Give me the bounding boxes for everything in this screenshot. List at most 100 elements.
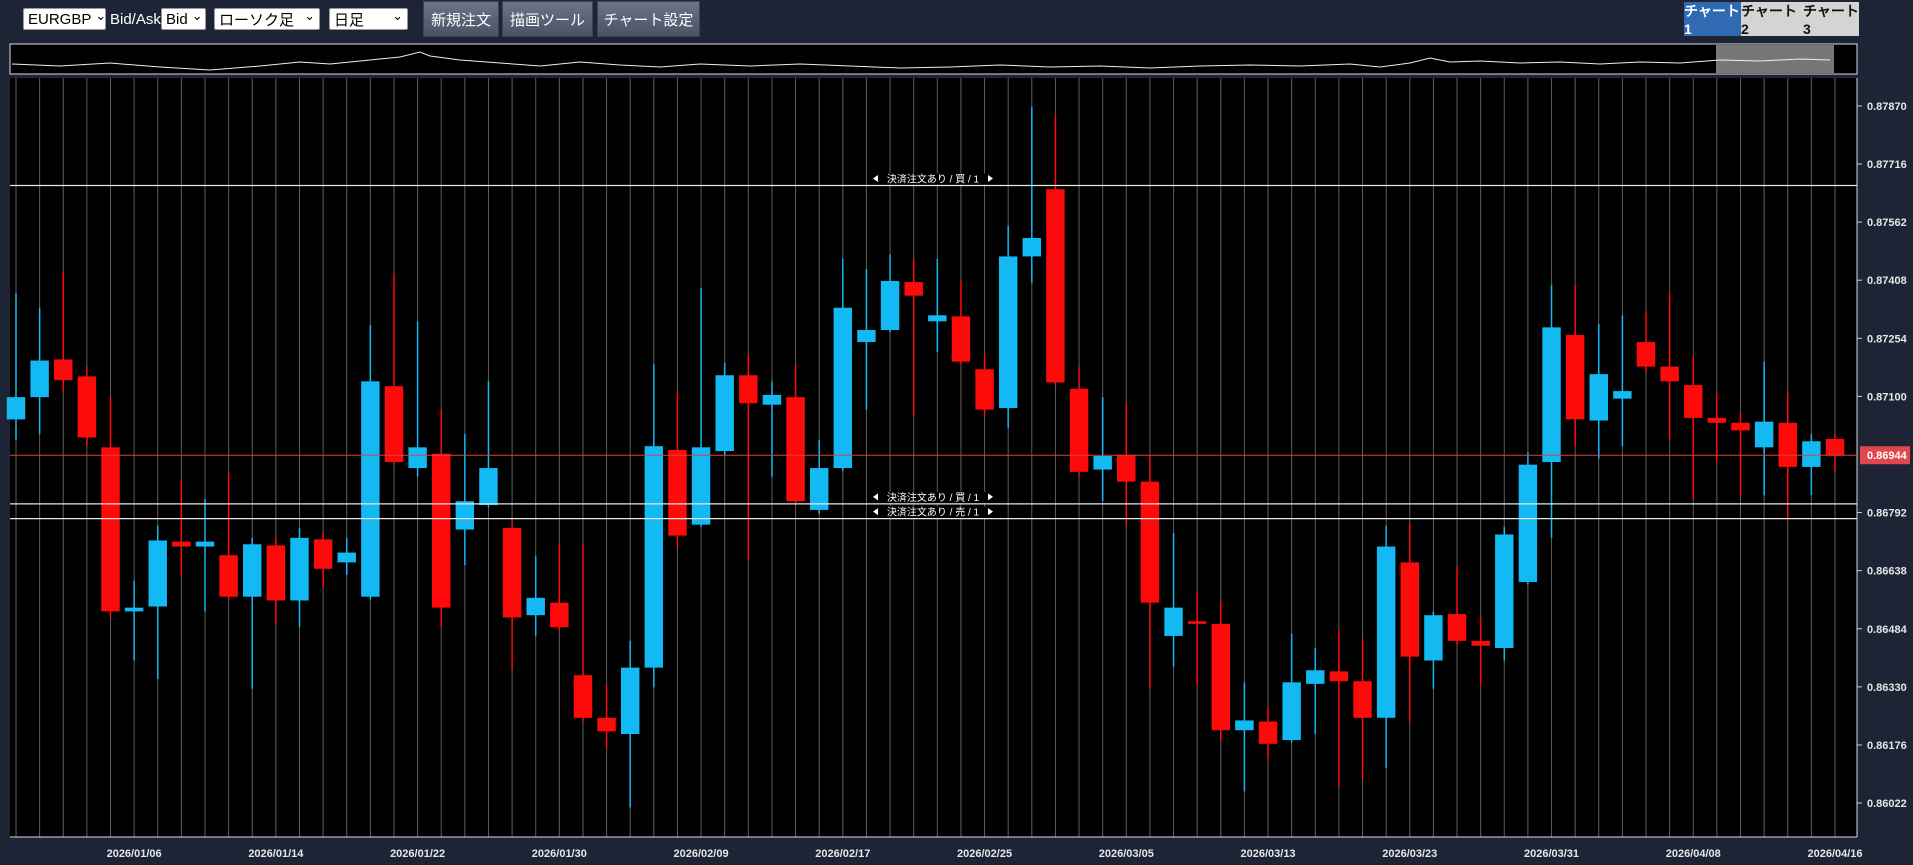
candle-body	[290, 537, 309, 601]
candle-body	[337, 552, 356, 563]
y-tick-label: 0.86022	[1867, 798, 1907, 810]
y-tick-label: 0.86484	[1867, 624, 1908, 636]
x-tick-label: 2026/03/31	[1524, 848, 1579, 860]
navigator	[9, 43, 1858, 75]
order-label: 決済注文あり / 買 / 1	[887, 173, 980, 186]
order-label: 決済注文あり / 売 / 1	[887, 506, 980, 519]
candle-body	[1140, 481, 1160, 603]
navigator-line	[11, 51, 1831, 71]
candle-body	[1164, 607, 1183, 636]
candle-body	[1187, 621, 1207, 624]
navigator-frame	[9, 43, 1858, 75]
candle-body	[786, 397, 805, 502]
price-type-label: Bid/Ask	[110, 10, 161, 28]
candle-body	[1046, 189, 1065, 383]
button[interactable]: 描画ツール	[502, 1, 593, 37]
candle-body	[124, 607, 144, 612]
candle-body	[739, 375, 758, 404]
y-tick-label: 0.87870	[1867, 101, 1907, 113]
y-tick-label: 0.86176	[1867, 740, 1907, 752]
x-tick-label: 2026/01/22	[390, 848, 445, 860]
order-arrow-left	[873, 175, 878, 183]
candle-body	[1754, 421, 1774, 448]
candle-body	[1093, 455, 1112, 470]
candle-body	[1400, 562, 1419, 657]
candle-body	[1376, 546, 1396, 718]
y-tick-label: 0.86638	[1867, 566, 1907, 578]
candle-body	[904, 282, 923, 296]
x-tick-label: 2026/04/16	[1807, 848, 1862, 860]
candle-body	[148, 540, 167, 607]
y-tick-label: 0.87254	[1867, 333, 1908, 345]
candle-body	[1825, 439, 1845, 456]
candle-body	[1613, 391, 1632, 399]
candle-body	[857, 329, 876, 343]
candle-body	[54, 359, 73, 381]
candle-body	[597, 717, 616, 732]
candle-body	[1211, 623, 1231, 731]
order-arrow-left	[873, 493, 878, 501]
timeframe-select[interactable]: 日足	[329, 8, 408, 30]
candle-body	[1117, 454, 1136, 482]
candle-body	[762, 394, 782, 405]
candle-body	[620, 667, 640, 735]
candle-body	[1802, 441, 1821, 467]
x-tick-label: 2026/03/05	[1099, 848, 1154, 860]
candle-body	[1731, 422, 1750, 431]
candle-body	[1660, 366, 1679, 382]
x-tick-label: 2026/03/23	[1382, 848, 1437, 860]
x-tick-label: 2026/01/14	[248, 848, 304, 860]
candle-body	[408, 447, 427, 469]
candle-body	[1424, 615, 1443, 661]
candle-body	[668, 449, 687, 536]
x-tick-label: 2026/01/30	[532, 848, 587, 860]
candle-body	[833, 307, 853, 469]
candle-body	[313, 539, 333, 569]
candle-body	[455, 501, 475, 530]
candle-body	[1235, 720, 1254, 731]
tab-active[interactable]: チャート1	[1684, 2, 1741, 37]
candle-body	[1636, 342, 1656, 367]
candle-body	[928, 315, 947, 322]
candle-body	[1565, 334, 1585, 420]
x-tick-label: 2026/02/09	[674, 848, 729, 860]
candle-body	[1778, 422, 1797, 467]
x-tick-label: 2026/03/13	[1241, 848, 1296, 860]
button[interactable]: チャート設定	[597, 1, 700, 37]
plot-area	[10, 78, 1857, 837]
candle-body	[1353, 681, 1372, 718]
tab[interactable]: チャート3	[1803, 2, 1859, 37]
candle-body	[361, 381, 380, 597]
candle-body	[1495, 534, 1514, 649]
candle-body	[880, 280, 900, 330]
candle-body	[1022, 237, 1042, 257]
y-tick-label: 0.86792	[1867, 508, 1907, 520]
candle-body	[951, 316, 971, 362]
candle-body	[101, 447, 120, 612]
chart-style-select[interactable]: ローソク足	[214, 8, 320, 30]
order-label: 決済注文あり / 買 / 1	[887, 491, 980, 504]
price-type-select[interactable]: Bid	[161, 8, 206, 30]
symbol-select[interactable]: EURGBP	[23, 8, 106, 30]
y-tick-label: 0.86330	[1867, 682, 1907, 694]
candle-body	[30, 360, 49, 398]
button[interactable]: 新規注文	[423, 1, 499, 37]
candle-body	[1069, 388, 1089, 472]
candle-body	[1589, 374, 1608, 421]
tab[interactable]: チャート2	[1741, 2, 1803, 37]
candle-body	[809, 468, 829, 510]
candle-body	[243, 544, 262, 597]
candle-body	[644, 446, 664, 668]
candle-body	[195, 541, 215, 547]
candle-body	[1684, 385, 1703, 418]
order-arrow-right	[988, 175, 993, 183]
y-tick-label: 0.87408	[1867, 275, 1907, 287]
candle-body	[1518, 464, 1538, 582]
y-tick-label: 0.87100	[1867, 391, 1907, 403]
current-price-box	[1860, 446, 1910, 465]
y-tick-label: 0.87716	[1867, 159, 1907, 171]
candle-body	[266, 545, 286, 601]
order-arrow-right	[988, 493, 993, 501]
